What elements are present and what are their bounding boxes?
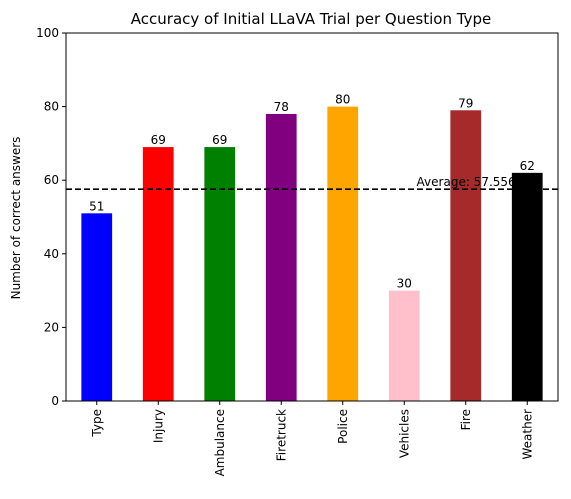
bar-vehicles <box>388 290 420 401</box>
bar-fire <box>450 110 482 401</box>
x-tick-label-police: Police <box>336 409 350 444</box>
y-tick-label: 40 <box>44 247 59 261</box>
x-tick-label-firetruck: Firetruck <box>274 409 288 461</box>
x-tick-label-injury: Injury <box>151 409 165 443</box>
bar-ambulance <box>204 147 236 401</box>
x-tick-label-fire: Fire <box>459 409 473 430</box>
y-tick-label: 80 <box>44 100 59 114</box>
chart-title: Accuracy of Initial LLaVA Trial per Ques… <box>131 10 491 28</box>
data-label-type: 51 <box>89 199 104 213</box>
data-label-fire: 79 <box>458 96 473 110</box>
data-label-police: 80 <box>335 93 350 107</box>
data-label-weather: 62 <box>520 159 535 173</box>
y-tick-label: 60 <box>44 173 59 187</box>
y-axis-label: Number of correct answers <box>9 137 23 300</box>
bar-firetruck <box>265 113 297 402</box>
y-tick-label: 0 <box>51 394 59 408</box>
data-label-firetruck: 78 <box>274 100 289 114</box>
plot-area: Average: 57.556 51 69 69 78 80 30 79 62 0 20 40 60 80… <box>36 26 559 476</box>
x-tick-label-vehicles: Vehicles <box>397 409 411 458</box>
x-tick-label-weather: Weather <box>520 409 534 460</box>
bar-weather <box>511 172 543 401</box>
y-tick-label: 20 <box>44 320 59 334</box>
bar-injury <box>142 147 174 401</box>
plot-frame <box>65 32 559 402</box>
data-label-vehicles: 30 <box>397 277 412 291</box>
y-tick-label: 100 <box>36 26 59 40</box>
data-label-ambulance: 69 <box>212 133 227 147</box>
x-tick-label-ambulance: Ambulance <box>213 409 227 476</box>
bar-police <box>327 106 359 401</box>
data-label-injury: 69 <box>151 133 166 147</box>
x-tick-label-type: Type <box>90 409 104 438</box>
bar-type <box>81 213 113 401</box>
average-label: Average: 57.556 <box>417 175 516 189</box>
